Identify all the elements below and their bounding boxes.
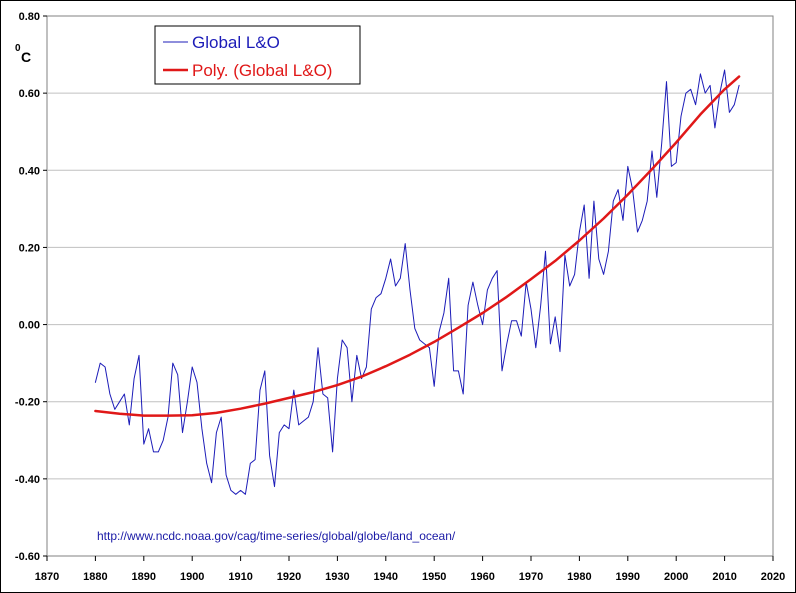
x-tick-label: 2000 (664, 571, 688, 583)
y-tick-label: 0.20 (19, 242, 40, 254)
x-tick-label: 1870 (35, 571, 59, 583)
legend-label-global: Global L&O (192, 33, 280, 52)
x-tick-label: 1880 (83, 571, 107, 583)
unit-label: C (21, 49, 31, 65)
x-tick-label: 1980 (567, 571, 591, 583)
x-tick-label: 1930 (325, 571, 349, 583)
legend-box (154, 25, 361, 85)
y-tick-label: -0.60 (15, 551, 40, 563)
legend-label-poly: Poly. (Global L&O) (192, 61, 332, 80)
x-tick-label: 2020 (761, 571, 785, 583)
x-tick-label: 1900 (180, 571, 204, 583)
y-tick-label: -0.40 (15, 474, 40, 486)
y-tick-label: 0.40 (19, 165, 40, 177)
x-tick-label: 1970 (519, 571, 543, 583)
x-tick-label: 1950 (422, 571, 446, 583)
x-tick-label: 1990 (616, 571, 640, 583)
x-tick-label: 2010 (712, 571, 736, 583)
x-tick-label: 1920 (277, 571, 301, 583)
axes: -0.60 -0.40 -0.20 0.00 0.20 0.40 0.60 0.80 1870 1… (15, 11, 785, 583)
x-tick-label: 1910 (228, 571, 252, 583)
y-tick-label: 0.60 (19, 88, 40, 100)
x-tick-label: 1960 (470, 571, 494, 583)
y-tick-label: -0.20 (15, 397, 40, 409)
y-tick-label: 0.00 (19, 320, 40, 332)
x-tick-label: 1940 (374, 571, 398, 583)
y-tick-label: 0.80 (19, 11, 40, 23)
series-line-global (94, 69, 740, 495)
source-url: http://www.ncdc.noaa.gov/cag/time-series… (97, 529, 456, 543)
series-line-poly (94, 75, 741, 417)
series-layer (94, 69, 741, 495)
unit-superscript: 0 (15, 43, 21, 54)
x-tick-label: 1890 (132, 571, 156, 583)
legend: Global L&O Poly. (Global L&O) (154, 25, 361, 85)
